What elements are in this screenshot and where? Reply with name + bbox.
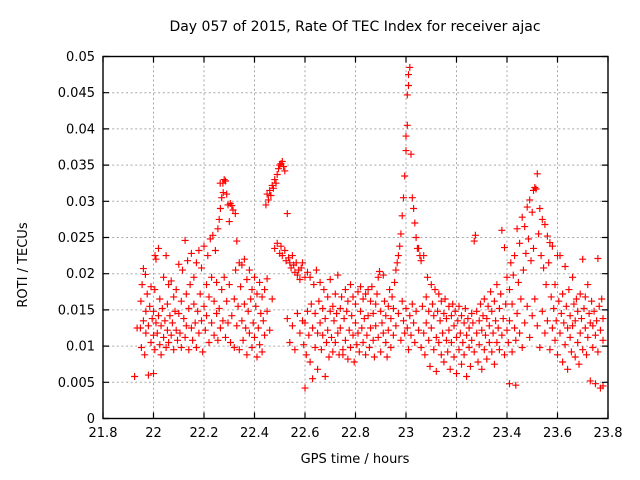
x-tick-label: 22.8 [341, 426, 370, 441]
y-tick-label: 0.03 [66, 195, 95, 210]
y-tick-label: 0.035 [58, 159, 95, 174]
y-axis-label: ROTI / TECUs [16, 222, 31, 307]
x-tick-label: 23.2 [442, 426, 471, 441]
grid-lines [102, 56, 609, 419]
y-tick-label: 0.015 [58, 303, 95, 318]
y-tick-label: 0.04 [66, 122, 95, 137]
chart-title: Day 057 of 2015, Rate Of TEC Index for r… [169, 19, 540, 35]
scatter-markers-path [131, 63, 607, 392]
y-tick-label: 0.05 [66, 50, 95, 65]
y-tick-label: 0.005 [58, 376, 95, 391]
y-tick-label: 0.01 [66, 340, 95, 355]
x-tick-label: 22 [145, 426, 162, 441]
x-axis-label: GPS time / hours [301, 452, 410, 467]
x-tick-label: 23.6 [543, 426, 572, 441]
y-tick-label: 0.025 [58, 231, 95, 246]
y-tick-label: 0 [87, 412, 95, 427]
plot-border [102, 55, 609, 420]
x-tick-label: 22.4 [240, 426, 269, 441]
y-tick-labels: 0 0.005 0.01 0.015 0.02 0.025 0.03 0.035 0.04 0.0… [58, 50, 95, 427]
x-tick-labels: 21.8 22 22.2 22.4 22.6 22.8 23 23.2 23.4 23.6 23.8 [89, 426, 623, 441]
grid-path [102, 56, 609, 419]
y-tick-label: 0.045 [58, 86, 95, 101]
data-points [131, 63, 607, 392]
x-tick-label: 23 [398, 426, 415, 441]
x-tick-label: 21.8 [89, 426, 118, 441]
x-tick-label: 22.2 [190, 426, 219, 441]
x-tick-label: 23.4 [493, 426, 522, 441]
x-tick-label: 22.6 [291, 426, 320, 441]
y-tick-label: 0.02 [66, 267, 95, 282]
x-tick-label: 23.8 [594, 426, 623, 441]
